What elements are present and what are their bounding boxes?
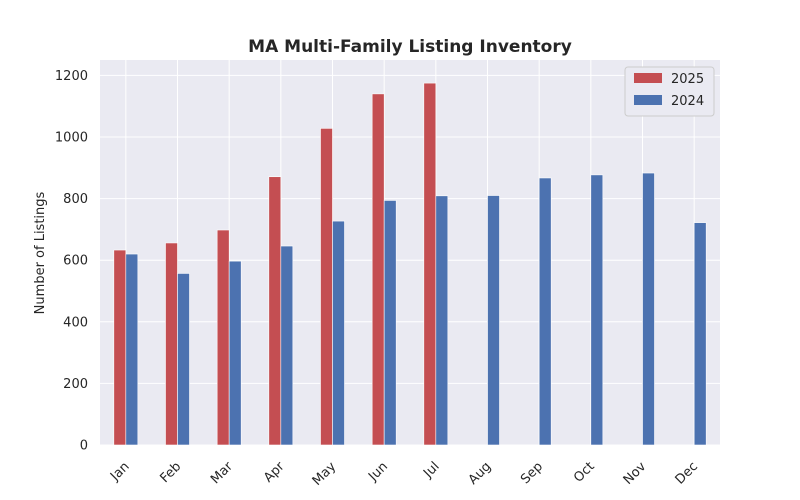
- x-tick-label-sep: Sep: [518, 459, 546, 487]
- x-tick-label-jan: Jan: [107, 459, 132, 484]
- legend-label-2025: 2025: [671, 72, 704, 87]
- x-tick-label-aug: Aug: [466, 459, 495, 488]
- y-tick-label: 0: [80, 439, 88, 454]
- bar-2025-jun: [371, 93, 385, 446]
- bar-2024-jan: [125, 253, 139, 446]
- legend-swatch-2025: [634, 73, 662, 83]
- bar-2024-jul: [435, 195, 449, 446]
- bar-2024-jun: [383, 200, 397, 446]
- bar-2024-aug: [487, 195, 500, 446]
- bar-2025-mar: [216, 229, 230, 446]
- chart-title: MA Multi-Family Listing Inventory: [248, 37, 572, 57]
- x-tick-label-jun: Jun: [365, 459, 391, 485]
- x-tick-labels: Jan Feb Mar Apr May Jun Jul Aug Sep Oct Nov Dec: [107, 459, 701, 489]
- x-tick-label-oct: Oct: [571, 459, 598, 486]
- x-tick-label-nov: Nov: [621, 459, 650, 488]
- bar-2024-dec: [693, 222, 707, 446]
- bar-2024-apr: [280, 245, 294, 446]
- bars: [113, 82, 707, 446]
- legend-swatch-2024: [634, 95, 662, 105]
- x-tick-label-apr: Apr: [261, 459, 288, 486]
- bar-2025-feb: [165, 242, 178, 446]
- x-tick-label-jul: Jul: [420, 459, 442, 481]
- x-tick-label-feb: Feb: [157, 459, 184, 486]
- legend: 2025 2024: [624, 66, 715, 117]
- y-tick-label: 600: [63, 254, 88, 269]
- y-tick-labels: 0 200 400 600 800 1000 1200: [55, 69, 88, 454]
- y-tick-label: 800: [63, 192, 88, 207]
- bar-2024-nov: [642, 172, 655, 446]
- bar-2025-jul: [423, 82, 437, 446]
- y-tick-label: 1000: [55, 131, 88, 146]
- bar-2024-sep: [538, 177, 552, 446]
- y-tick-label: 200: [63, 377, 88, 392]
- bar-2025-jan: [113, 249, 127, 446]
- bar-2024-feb: [177, 273, 190, 446]
- x-tick-label-may: May: [310, 459, 340, 489]
- bar-2025-apr: [268, 176, 282, 446]
- x-tick-label-mar: Mar: [208, 459, 236, 487]
- plot-area: [100, 60, 720, 445]
- bar-2024-mar: [228, 260, 242, 446]
- y-tick-label: 1200: [55, 69, 88, 84]
- bar-2024-may: [332, 220, 345, 446]
- bar-2025-may: [320, 128, 333, 446]
- bar-2024-oct: [590, 174, 604, 446]
- y-axis-label: Number of Listings: [33, 191, 48, 314]
- legend-label-2024: 2024: [671, 94, 704, 109]
- y-tick-label: 400: [63, 315, 88, 330]
- x-tick-label-dec: Dec: [673, 459, 701, 487]
